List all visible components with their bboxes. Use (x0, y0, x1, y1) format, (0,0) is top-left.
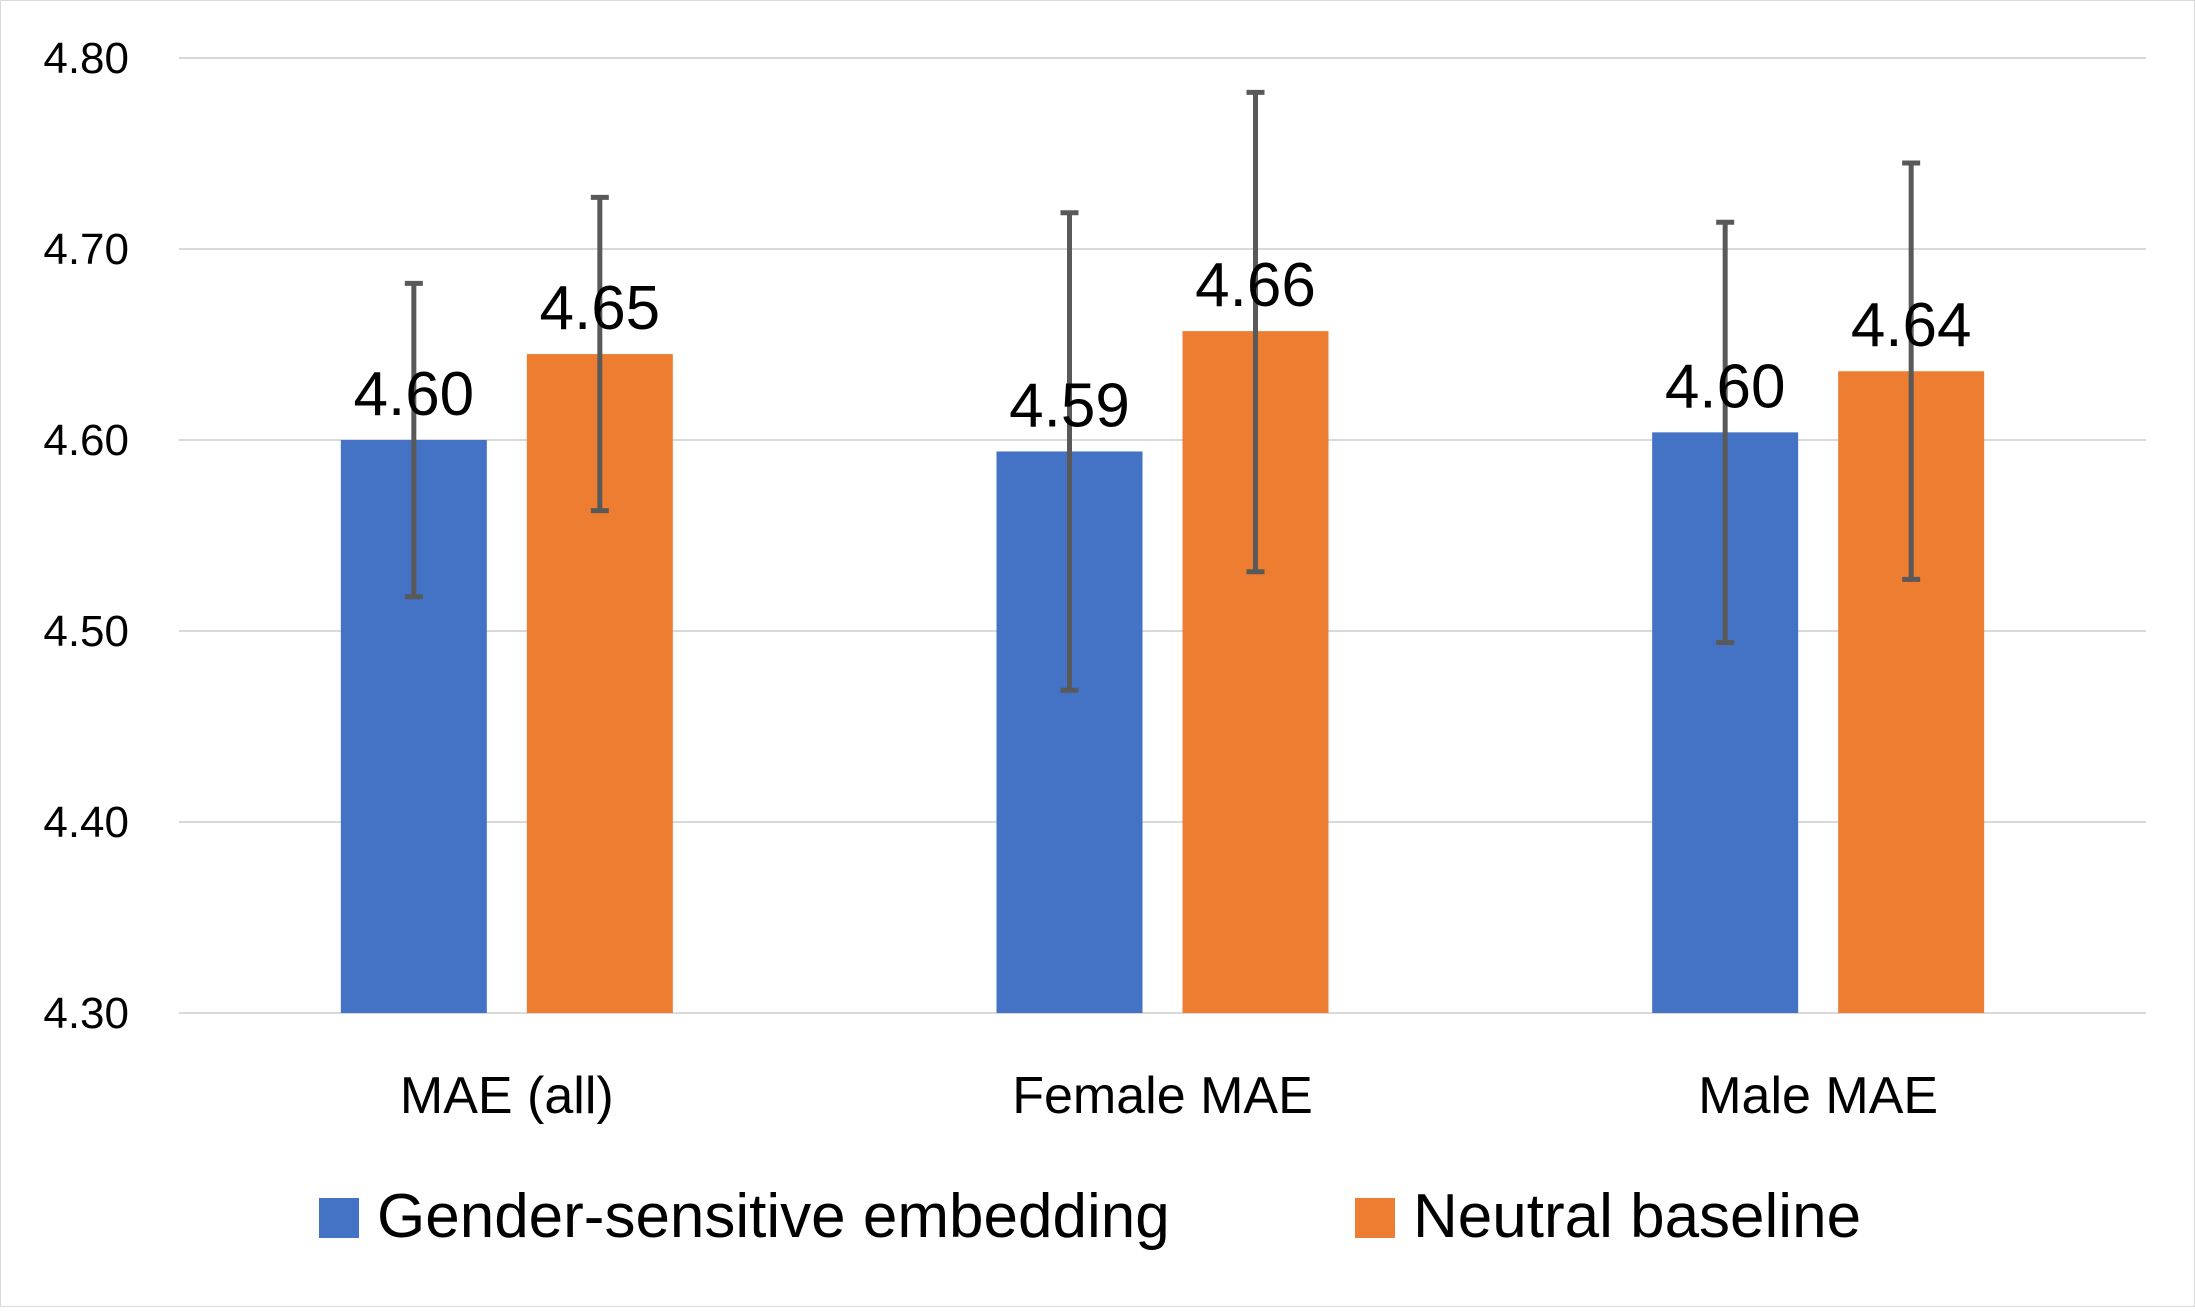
error-bar (1060, 210, 1079, 693)
legend-swatch (319, 1198, 359, 1238)
legend-swatch (1355, 1198, 1395, 1238)
x-category-label: Female MAE (1012, 1067, 1313, 1125)
x-axis-category-labels: MAE (all) Female MAE Male MAE (400, 1067, 1938, 1125)
x-category-label: MAE (all) (400, 1067, 614, 1125)
error-bar (1246, 89, 1265, 575)
y-tick-label: 4.60 (43, 416, 129, 465)
y-tick-label: 4.40 (43, 798, 129, 847)
legend-item-gender-sensitive: Gender-sensitive embedding (319, 1182, 1170, 1251)
legend-label: Gender-sensitive embedding (377, 1182, 1170, 1251)
y-tick-label: 4.30 (43, 989, 129, 1038)
error-bar (590, 194, 609, 514)
y-axis-tick-labels: 4.30 4.40 4.50 4.60 4.70 4.80 (43, 34, 129, 1038)
legend: Gender-sensitive embedding Neutral baseli… (319, 1182, 1861, 1251)
data-label: 4.66 (1195, 251, 1316, 320)
data-label: 4.59 (1009, 371, 1130, 440)
gridlines (179, 57, 2146, 1014)
error-bar (1902, 160, 1921, 582)
y-tick-label: 4.50 (43, 607, 129, 656)
data-label: 4.60 (353, 360, 474, 429)
y-tick-label: 4.80 (43, 34, 129, 83)
data-label: 4.65 (539, 274, 660, 343)
data-label: 4.64 (1851, 291, 1972, 360)
data-labels: 4.60 4.65 4.59 4.66 4.60 4.64 (353, 251, 1971, 440)
bars (340, 331, 1985, 1014)
error-bar (404, 280, 423, 600)
legend-label: Neutral baseline (1413, 1182, 1861, 1251)
error-bars (404, 89, 1921, 693)
y-tick-label: 4.70 (43, 225, 129, 274)
error-bar (1716, 219, 1735, 645)
data-label: 4.60 (1665, 352, 1786, 421)
x-category-label: Male MAE (1698, 1067, 1938, 1125)
legend-item-neutral: Neutral baseline (1355, 1182, 1861, 1251)
